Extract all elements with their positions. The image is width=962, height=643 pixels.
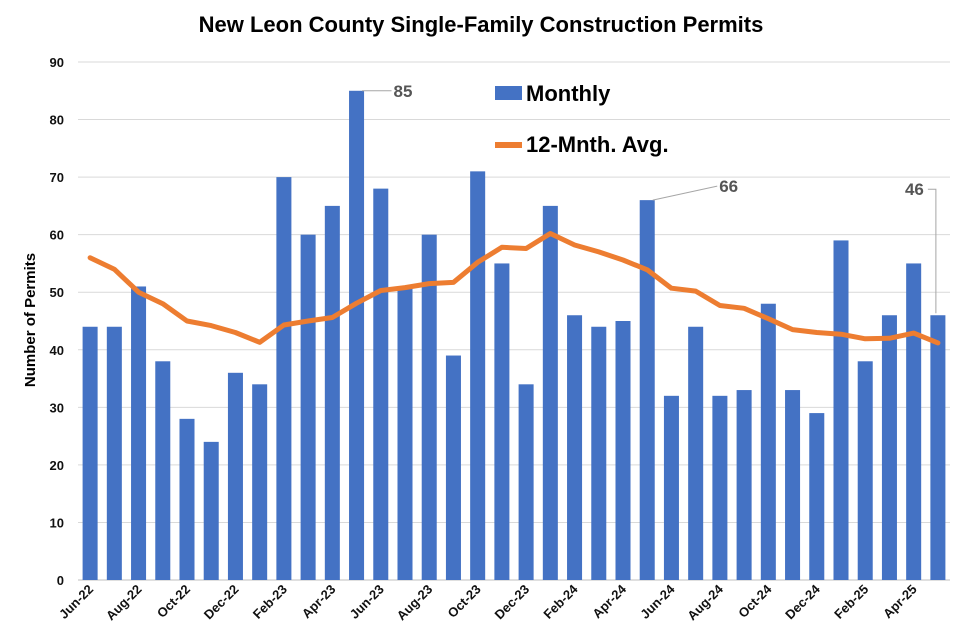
bar xyxy=(591,326,607,580)
x-tick-label: Feb-25 xyxy=(831,582,871,622)
bar xyxy=(881,315,897,580)
bar xyxy=(349,90,365,581)
bar xyxy=(445,355,461,580)
bar-series-monthly xyxy=(82,90,946,581)
bar xyxy=(373,188,389,580)
gridlines xyxy=(78,61,950,581)
x-tick-label: Aug-22 xyxy=(103,582,145,624)
x-tick-label: Apr-23 xyxy=(299,582,339,622)
legend-swatch-monthly xyxy=(495,86,522,100)
y-axis-label: Number of Permits xyxy=(22,253,39,387)
callout-label: 66 xyxy=(719,177,738,196)
x-tick-label: Oct-24 xyxy=(735,581,775,621)
bar xyxy=(542,205,558,580)
bar xyxy=(760,303,776,580)
bar xyxy=(688,326,704,580)
legend-label-monthly: Monthly xyxy=(526,81,611,106)
y-tick-label: 40 xyxy=(50,343,64,358)
bar xyxy=(663,395,679,580)
bar xyxy=(785,390,801,580)
x-tick-label: Apr-24 xyxy=(589,581,629,621)
x-axis-ticks: Jun-22 Aug-22 Oct-22 Dec-22 Feb-23 Apr-23 Jun-… xyxy=(56,581,920,623)
bar xyxy=(203,441,219,580)
callout-label: 85 xyxy=(394,82,413,101)
x-tick-label: Dec-24 xyxy=(782,581,823,622)
y-axis-ticks: 0 10 20 30 40 50 60 70 80 90 xyxy=(50,55,64,588)
bar xyxy=(252,384,268,580)
x-tick-label: Dec-22 xyxy=(201,582,242,623)
y-tick-label: 60 xyxy=(50,228,64,243)
bar xyxy=(324,205,340,580)
bar xyxy=(155,361,171,580)
bar xyxy=(857,361,873,580)
callout-leader xyxy=(927,188,937,314)
bar xyxy=(930,315,946,580)
bar xyxy=(276,177,292,580)
x-tick-label: Feb-24 xyxy=(540,581,581,622)
x-tick-label: Jun-24 xyxy=(637,581,678,622)
bar xyxy=(639,200,655,580)
y-tick-label: 20 xyxy=(50,458,64,473)
bar xyxy=(494,263,510,580)
x-tick-label: Feb-23 xyxy=(250,582,290,622)
bar xyxy=(179,418,195,580)
x-tick-label: Dec-23 xyxy=(491,582,532,623)
chart-title: New Leon County Single-Family Constructi… xyxy=(198,12,764,37)
bar xyxy=(106,326,122,580)
legend: Monthly 12-Mnth. Avg. xyxy=(495,81,669,157)
bar xyxy=(906,263,922,580)
bar xyxy=(833,240,849,580)
x-tick-label: Oct-22 xyxy=(154,582,193,621)
y-tick-label: 80 xyxy=(50,113,64,128)
y-tick-label: 50 xyxy=(50,285,64,300)
avg-line xyxy=(87,231,941,346)
bar xyxy=(470,171,486,580)
x-tick-label: Aug-23 xyxy=(394,582,436,624)
bar xyxy=(421,234,437,580)
line-series-12-month-avg xyxy=(87,231,941,346)
bar xyxy=(615,321,631,580)
x-tick-label: Aug-24 xyxy=(684,581,726,623)
bar xyxy=(227,372,243,580)
callout-annotations: 85 66 46 xyxy=(362,82,937,314)
y-tick-label: 90 xyxy=(50,55,64,70)
bar xyxy=(82,326,98,580)
x-tick-label: Oct-23 xyxy=(445,582,484,621)
callout-leader xyxy=(652,185,718,201)
bar xyxy=(518,384,534,580)
bar xyxy=(131,286,147,580)
bar xyxy=(567,315,583,580)
bar xyxy=(300,234,316,580)
x-tick-label: Apr-25 xyxy=(880,582,920,622)
bar xyxy=(397,286,413,580)
y-tick-label: 70 xyxy=(50,170,64,185)
x-tick-label: Jun-23 xyxy=(347,582,387,622)
y-tick-label: 0 xyxy=(57,573,64,588)
callout-label: 46 xyxy=(905,180,924,199)
bar xyxy=(736,390,752,580)
y-tick-label: 30 xyxy=(50,400,64,415)
legend-label-avg: 12-Mnth. Avg. xyxy=(526,132,669,157)
bar xyxy=(712,395,728,580)
bar xyxy=(809,413,825,580)
y-tick-label: 10 xyxy=(50,515,64,530)
